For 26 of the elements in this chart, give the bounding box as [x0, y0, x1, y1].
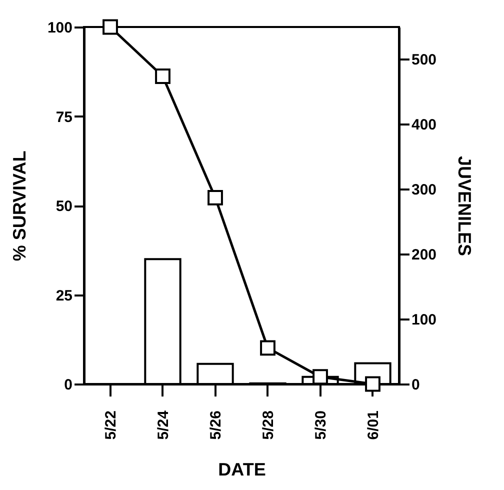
y2-tick-label: 100	[412, 311, 437, 328]
y2-axis-title: JUVENILES	[454, 156, 475, 256]
point	[365, 376, 380, 392]
x-tick-label: 6/01	[364, 410, 382, 440]
point	[312, 369, 328, 385]
y2-tick-label: 300	[412, 181, 437, 198]
x-tick-label: 5/28	[260, 410, 277, 440]
y-tick-label: 50	[56, 198, 72, 215]
y2-tick-label: 200	[412, 246, 437, 264]
point	[260, 340, 276, 356]
point	[102, 19, 118, 35]
y2-tick-label: 0	[412, 376, 420, 394]
point	[208, 190, 223, 206]
x-tick-label: 5/22	[102, 410, 120, 440]
x-tick-label: 5/26	[207, 410, 224, 440]
y-tick-label: 75	[56, 108, 72, 126]
y-tick-label: 0	[64, 376, 72, 394]
x-tick-label: 5/24	[154, 410, 172, 440]
y-tick-label: 100	[47, 20, 72, 36]
point	[155, 68, 170, 84]
y2-tick-label: 500	[412, 51, 437, 68]
y2-tick-label: 400	[412, 116, 437, 134]
x-axis-title: DATE	[218, 460, 266, 480]
y-axis-title: % SURVIVAL	[9, 150, 30, 262]
x-tick-label: 5/30	[312, 410, 330, 440]
y-tick-label: 25	[56, 287, 72, 304]
